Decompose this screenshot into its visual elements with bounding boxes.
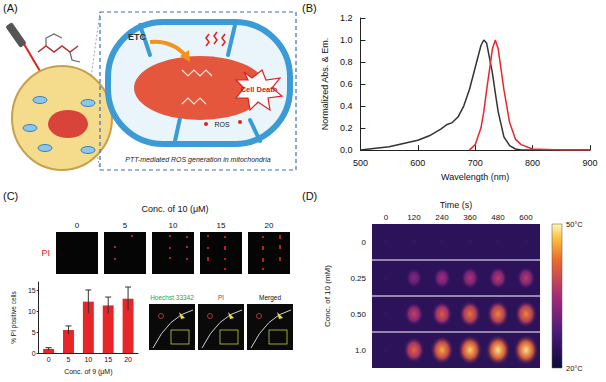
svg-text:PI: PI xyxy=(218,294,224,301)
svg-text:5: 5 xyxy=(123,221,128,230)
svg-text:1.2: 1.2 xyxy=(340,13,353,23)
svg-text:15: 15 xyxy=(28,287,36,294)
svg-text:5: 5 xyxy=(67,356,71,363)
svg-text:360: 360 xyxy=(463,213,477,222)
svg-text:0.6: 0.6 xyxy=(340,79,353,89)
svg-text:0.8: 0.8 xyxy=(340,57,353,67)
svg-text:0.25: 0.25 xyxy=(350,274,366,283)
svg-text:Conc. of 9 (μM): Conc. of 9 (μM) xyxy=(64,368,112,376)
svg-text:240: 240 xyxy=(435,213,449,222)
svg-text:0: 0 xyxy=(47,356,51,363)
svg-text:15: 15 xyxy=(104,356,112,363)
svg-text:500: 500 xyxy=(353,158,368,168)
svg-text:Merged: Merged xyxy=(259,294,281,302)
svg-text:20: 20 xyxy=(265,221,274,230)
svg-text:0: 0 xyxy=(32,350,36,357)
svg-text:120: 120 xyxy=(407,213,421,222)
svg-text:Hoechst 33342: Hoechst 33342 xyxy=(150,294,194,301)
svg-text:800: 800 xyxy=(525,158,540,168)
svg-text:ETC: ETC xyxy=(128,32,147,42)
svg-text:PTT-mediated ROS generation in: PTT-mediated ROS generation in mitochond… xyxy=(125,156,270,164)
svg-text:Cell Death: Cell Death xyxy=(241,85,278,94)
svg-text:PI: PI xyxy=(41,248,50,258)
svg-text:480: 480 xyxy=(491,213,505,222)
svg-text:% PI positive cells: % PI positive cells xyxy=(10,291,18,344)
svg-text:Wavelength (nm): Wavelength (nm) xyxy=(441,172,509,182)
svg-text:600: 600 xyxy=(519,213,533,222)
svg-text:5: 5 xyxy=(32,329,36,336)
svg-text:ROS: ROS xyxy=(214,121,230,128)
svg-text:1.0: 1.0 xyxy=(355,346,367,355)
svg-text:0.4: 0.4 xyxy=(340,101,353,111)
svg-text:0: 0 xyxy=(75,221,80,230)
svg-text:(C): (C) xyxy=(3,190,18,202)
svg-text:0.2: 0.2 xyxy=(340,123,353,133)
svg-text:0: 0 xyxy=(362,238,367,247)
svg-text:600: 600 xyxy=(410,158,425,168)
svg-text:(B): (B) xyxy=(302,2,317,14)
svg-text:Conc. of 10 (mM): Conc. of 10 (mM) xyxy=(323,265,332,327)
svg-text:20°C: 20°C xyxy=(566,364,583,373)
svg-text:10: 10 xyxy=(84,356,92,363)
svg-text:Time (s): Time (s) xyxy=(440,200,473,210)
svg-text:0: 0 xyxy=(384,213,389,222)
svg-text:20: 20 xyxy=(124,356,132,363)
svg-text:10: 10 xyxy=(169,221,178,230)
svg-text:1.0: 1.0 xyxy=(340,35,353,45)
svg-text:(A): (A) xyxy=(3,2,18,14)
svg-text:50°C: 50°C xyxy=(566,220,583,229)
svg-text:900: 900 xyxy=(582,158,597,168)
svg-text:10: 10 xyxy=(28,308,36,315)
svg-text:0.0: 0.0 xyxy=(340,145,353,155)
svg-text:15: 15 xyxy=(217,221,226,230)
svg-text:(D): (D) xyxy=(302,190,317,202)
svg-text:0.50: 0.50 xyxy=(350,310,366,319)
svg-text:700: 700 xyxy=(468,158,483,168)
svg-text:Normalized Abs. & Em.: Normalized Abs. & Em. xyxy=(320,38,330,131)
svg-text:Conc. of 10 (μM): Conc. of 10 (μM) xyxy=(141,204,208,214)
